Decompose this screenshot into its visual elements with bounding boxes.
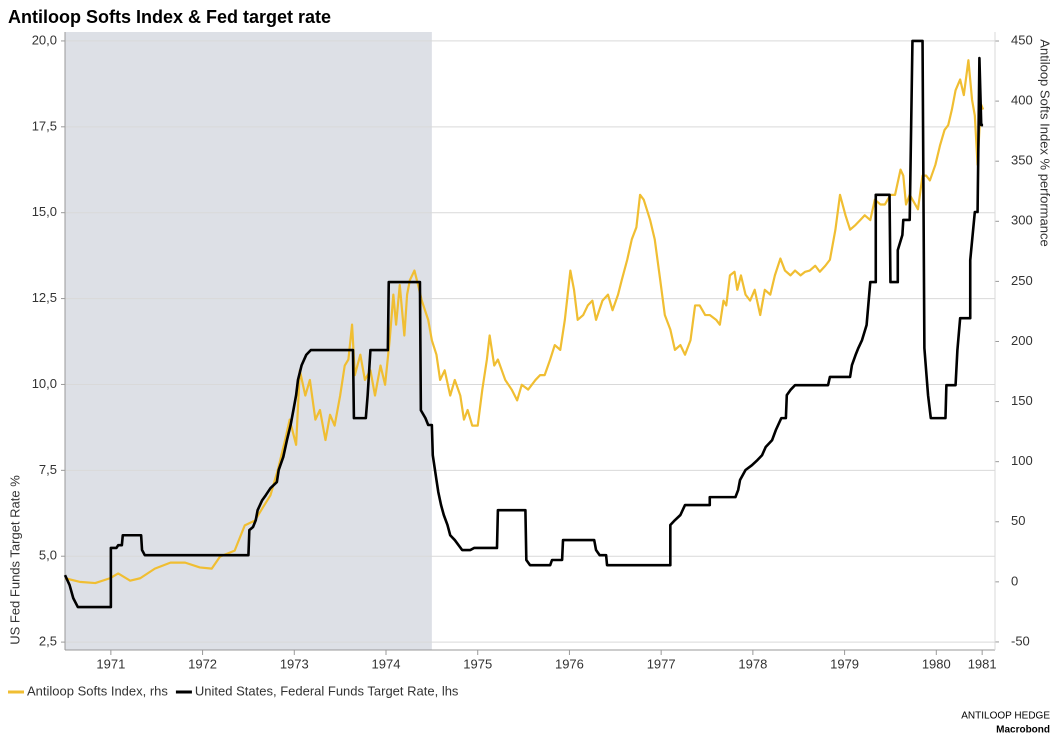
- x-tick-label: 1976: [555, 656, 584, 671]
- y-tick-label: 7,5: [39, 462, 57, 477]
- y2-tick-label: 400: [1011, 93, 1033, 108]
- y-tick-label: 12,5: [32, 290, 57, 305]
- x-tick-label: 1975: [463, 656, 492, 671]
- x-tick-label: 1977: [647, 656, 676, 671]
- shaded-region: [65, 32, 432, 650]
- y2-tick-label: 250: [1011, 273, 1033, 288]
- x-tick-label: 1972: [188, 656, 217, 671]
- x-tick-label: 1978: [738, 656, 767, 671]
- y-tick-label: 10,0: [32, 376, 57, 391]
- x-tick-label: 1973: [280, 656, 309, 671]
- data-line: [64, 59, 985, 585]
- y2-tick-label: 50: [1011, 513, 1025, 528]
- chart-title: Antiloop Softs Index & Fed target rate: [8, 7, 331, 27]
- y2-tick-label: 0: [1011, 573, 1018, 588]
- y-tick-label: 5,0: [39, 548, 57, 563]
- y2-tick-label: 300: [1011, 213, 1033, 228]
- y2-axis-label: Antiloop Softs Index % performance: [1038, 39, 1053, 246]
- data-line: [63, 39, 984, 609]
- legend-label: United States, Federal Funds Target Rate…: [195, 683, 459, 698]
- y2-tick-label: 350: [1011, 153, 1033, 168]
- y2-tick-label: 450: [1011, 32, 1033, 47]
- x-tick-label: 1981: [968, 656, 997, 671]
- y-tick-label: 15,0: [32, 204, 57, 219]
- y2-tick-label: 200: [1011, 333, 1033, 348]
- y-tick-label: 17,5: [32, 118, 57, 133]
- y-tick-label: 20,0: [32, 32, 57, 47]
- x-tick-label: 1974: [372, 656, 401, 671]
- y2-tick-label: -50: [1011, 633, 1030, 648]
- y-tick-label: 2,5: [39, 634, 57, 649]
- x-tick-label: 1971: [96, 656, 125, 671]
- y-axis-label: US Fed Funds Target Rate %: [7, 475, 22, 645]
- legend-label: Antiloop Softs Index, rhs: [27, 683, 168, 698]
- x-tick-label: 1979: [830, 656, 859, 671]
- x-tick-label: 1980: [922, 656, 951, 671]
- credit: Macrobond: [996, 725, 1050, 736]
- y2-tick-label: 150: [1011, 393, 1033, 408]
- source: ANTILOOP HEDGE: [961, 711, 1050, 722]
- y2-tick-label: 100: [1011, 453, 1033, 468]
